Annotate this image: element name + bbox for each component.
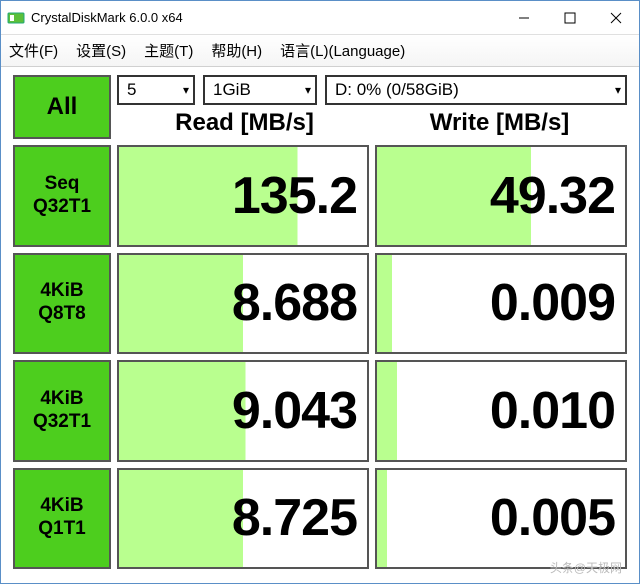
test-label-line1: 4KiB bbox=[40, 388, 83, 411]
menu-help[interactable]: 帮助(H) bbox=[211, 40, 262, 61]
menu-file[interactable]: 文件(F) bbox=[9, 40, 58, 61]
test-count-value: 5 bbox=[127, 80, 136, 100]
read-value-cell: 9.043 bbox=[117, 360, 369, 462]
minimize-icon bbox=[518, 12, 530, 24]
test-label-line1: 4KiB bbox=[40, 280, 83, 303]
result-row: 4KiBQ8T88.6880.009 bbox=[13, 253, 627, 355]
chevron-down-icon: ▾ bbox=[615, 83, 621, 97]
window-title: CrystalDiskMark 6.0.0 x64 bbox=[31, 10, 501, 25]
all-button[interactable]: All bbox=[13, 75, 111, 139]
drive-value: D: 0% (0/58GiB) bbox=[335, 80, 459, 100]
test-button-4kib-q32t1[interactable]: 4KiBQ32T1 bbox=[13, 360, 111, 462]
app-window: CrystalDiskMark 6.0.0 x64 文件(F) 设置(S) 主题… bbox=[0, 0, 640, 584]
test-button-4kib-q8t8[interactable]: 4KiBQ8T8 bbox=[13, 253, 111, 355]
test-size-value: 1GiB bbox=[213, 80, 251, 100]
maximize-icon bbox=[564, 12, 576, 24]
test-button-seq-q32t1[interactable]: SeqQ32T1 bbox=[13, 145, 111, 247]
close-icon bbox=[610, 12, 622, 24]
write-value-cell: 0.009 bbox=[375, 253, 627, 355]
test-size-select[interactable]: 1GiB ▾ bbox=[203, 75, 317, 105]
write-header: Write [MB/s] bbox=[372, 105, 627, 139]
app-icon bbox=[7, 9, 25, 27]
test-count-select[interactable]: 5 ▾ bbox=[117, 75, 195, 105]
maximize-button[interactable] bbox=[547, 1, 593, 34]
test-label-line2: Q32T1 bbox=[33, 411, 91, 434]
test-label-line1: Seq bbox=[45, 173, 80, 196]
test-button-4kib-q1t1[interactable]: 4KiBQ1T1 bbox=[13, 468, 111, 570]
content-area: All 5 ▾ 1GiB ▾ D: 0% (0/58GiB) ▾ bbox=[1, 67, 639, 583]
test-label-line2: Q1T1 bbox=[38, 518, 86, 541]
selects-row: 5 ▾ 1GiB ▾ D: 0% (0/58GiB) ▾ bbox=[117, 75, 627, 105]
chevron-down-icon: ▾ bbox=[183, 83, 189, 97]
menu-language[interactable]: 语言(L)(Language) bbox=[280, 40, 405, 61]
top-row: All 5 ▾ 1GiB ▾ D: 0% (0/58GiB) ▾ bbox=[13, 75, 627, 139]
column-headers: Read [MB/s] Write [MB/s] bbox=[117, 105, 627, 139]
test-label-line1: 4KiB bbox=[40, 495, 83, 518]
write-value-cell: 0.005 bbox=[375, 468, 627, 570]
menu-settings[interactable]: 设置(S) bbox=[76, 40, 126, 61]
write-value-cell: 0.010 bbox=[375, 360, 627, 462]
test-label-line2: Q8T8 bbox=[38, 303, 86, 326]
read-value-cell: 8.725 bbox=[117, 468, 369, 570]
write-value-cell: 49.32 bbox=[375, 145, 627, 247]
read-value-cell: 135.2 bbox=[117, 145, 369, 247]
titlebar: CrystalDiskMark 6.0.0 x64 bbox=[1, 1, 639, 35]
result-row: SeqQ32T1135.249.32 bbox=[13, 145, 627, 247]
results-grid: SeqQ32T1135.249.324KiBQ8T88.6880.0094KiB… bbox=[13, 145, 627, 569]
test-label-line2: Q32T1 bbox=[33, 196, 91, 219]
drive-select[interactable]: D: 0% (0/58GiB) ▾ bbox=[325, 75, 627, 105]
read-value-cell: 8.688 bbox=[117, 253, 369, 355]
all-button-label: All bbox=[47, 93, 78, 121]
result-row: 4KiBQ1T18.7250.005 bbox=[13, 468, 627, 570]
window-controls bbox=[501, 1, 639, 34]
result-row: 4KiBQ32T19.0430.010 bbox=[13, 360, 627, 462]
minimize-button[interactable] bbox=[501, 1, 547, 34]
menu-theme[interactable]: 主题(T) bbox=[144, 40, 193, 61]
read-header: Read [MB/s] bbox=[117, 105, 372, 139]
top-right: 5 ▾ 1GiB ▾ D: 0% (0/58GiB) ▾ Read [MB/s]… bbox=[117, 75, 627, 139]
close-button[interactable] bbox=[593, 1, 639, 34]
menubar: 文件(F) 设置(S) 主题(T) 帮助(H) 语言(L)(Language) bbox=[1, 35, 639, 67]
chevron-down-icon: ▾ bbox=[305, 83, 311, 97]
